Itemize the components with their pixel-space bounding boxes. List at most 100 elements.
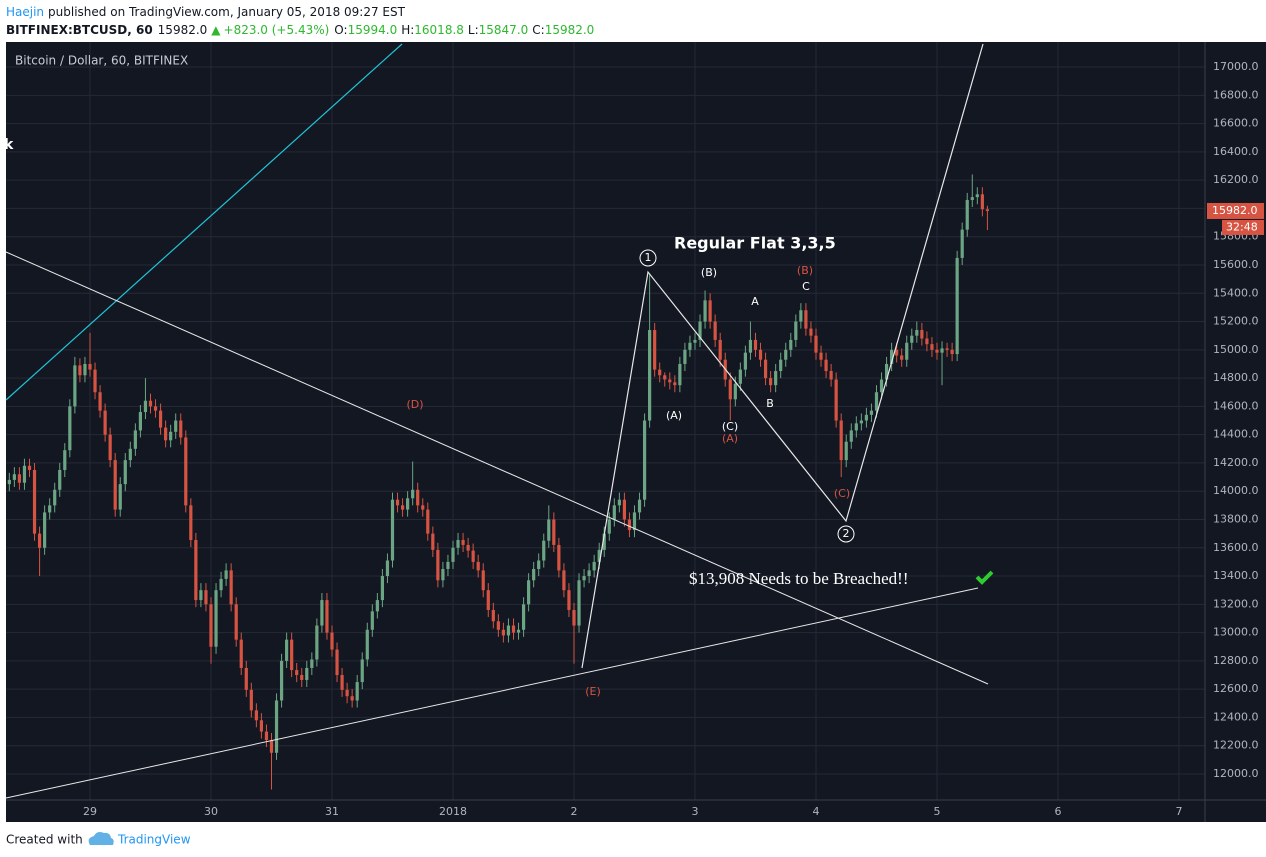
candle-body [456, 539, 460, 548]
candle-body [123, 460, 127, 485]
candle-body [970, 197, 974, 200]
y-tick-label: 13400.0 [1213, 569, 1259, 582]
candle-body [688, 342, 692, 350]
candle-body [763, 359, 768, 379]
candle-body [592, 561, 596, 571]
candle-body [809, 328, 813, 336]
wave-marker [639, 249, 657, 267]
candle-body [305, 667, 309, 680]
cut-off-text: k [4, 137, 14, 153]
candle-body [421, 505, 425, 510]
candle-body [224, 570, 228, 579]
candle-body [708, 300, 712, 322]
candle-body [416, 489, 420, 506]
candle-body [789, 339, 793, 350]
y-tick-label: 14000.0 [1213, 484, 1259, 497]
candle-body [259, 720, 264, 732]
candle-body [511, 625, 516, 633]
close-label: C: [532, 23, 544, 37]
footer [0, 822, 1266, 857]
candle-body [113, 460, 117, 510]
candle-body [179, 420, 183, 438]
candle-body [642, 420, 647, 500]
candle-body [335, 649, 339, 676]
candle-body [63, 450, 67, 471]
candle-body [542, 540, 546, 561]
change: +823.0 (+5.43%) [224, 23, 330, 37]
candle-body [406, 498, 410, 510]
pattern-label: Regular Flat 3,3,5 [674, 234, 836, 253]
plot [6, 42, 1205, 800]
y-tick-label: 14400.0 [1213, 428, 1259, 441]
candle-body [496, 621, 500, 630]
candle-body [274, 700, 279, 753]
candle-body [395, 499, 400, 506]
candle-body [920, 330, 924, 339]
candle-body [153, 406, 158, 411]
candle-body [315, 625, 319, 660]
y-tick-label: 12400.0 [1213, 710, 1259, 723]
y-tick-label: 12000.0 [1213, 767, 1259, 780]
candle-body [728, 379, 732, 400]
last-price-label: 15982.0 [1212, 204, 1258, 217]
candle-body [48, 505, 52, 513]
y-tick-label: 16400.0 [1213, 145, 1259, 158]
candle-body [516, 629, 521, 633]
candle-body [264, 731, 269, 741]
candle-body [7, 479, 11, 485]
candle-body [390, 499, 395, 561]
symbol: BITFINEX:BTCUSD, 60 [6, 23, 153, 37]
candle-body [461, 539, 465, 545]
candle-body [552, 519, 556, 545]
author: Haejin [6, 5, 44, 19]
candle-body [476, 561, 480, 571]
candle-body [239, 639, 243, 668]
candle-body [320, 600, 324, 626]
y-tick-label: 14200.0 [1213, 456, 1259, 469]
candle-body [758, 349, 763, 360]
candle-body [572, 609, 576, 626]
candle-body [128, 448, 132, 461]
candle-body [718, 339, 722, 360]
candle-body [451, 547, 455, 562]
y-tick-label: 16600.0 [1213, 117, 1259, 130]
candle-body [219, 578, 223, 591]
candle-body [446, 561, 450, 569]
header-line: Haejin published on TradingView.com, Janu… [6, 5, 406, 19]
candle-body [279, 660, 284, 701]
candle-body [285, 639, 289, 661]
candle-body [890, 349, 894, 364]
candle-body [673, 382, 677, 386]
up-arrow: ▲ [211, 23, 221, 37]
candle-body [310, 659, 314, 668]
candle-body [975, 194, 979, 198]
published: published on TradingView.com, January 05… [48, 5, 406, 19]
candle-body [93, 369, 97, 393]
candle-body [829, 371, 833, 380]
candle-body [648, 330, 652, 421]
candle-body [627, 519, 632, 531]
candle-body [915, 330, 919, 336]
candle-body [950, 349, 954, 355]
candle-body [138, 412, 143, 431]
open-value: 15994.0 [348, 23, 398, 37]
candle-body [985, 209, 990, 211]
brand-link[interactable]: TradingView [117, 833, 191, 847]
candle-body [133, 430, 137, 449]
x-tick-label: 2018 [439, 805, 467, 818]
candle-body [925, 338, 929, 345]
candle-body [910, 335, 914, 343]
candle-body [17, 474, 22, 483]
candle-body [98, 392, 102, 411]
candle-body [653, 330, 657, 370]
candle-body [501, 629, 506, 636]
candle-body [521, 604, 526, 630]
candle-body [290, 639, 294, 671]
candle-body [83, 363, 87, 376]
y-tick-label: 14800.0 [1213, 371, 1259, 384]
candle-body [658, 369, 662, 376]
close-value: 15982.0 [545, 23, 595, 37]
checkmark [975, 570, 994, 585]
candle-body [32, 470, 37, 534]
candle-body [355, 682, 359, 701]
